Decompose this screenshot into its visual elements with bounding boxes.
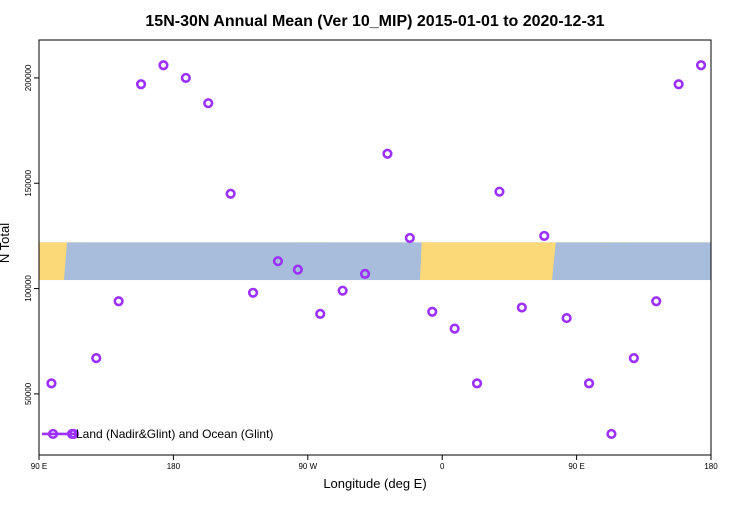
x-tick-label: 180	[704, 462, 718, 471]
data-point	[180, 72, 191, 84]
data-point	[583, 378, 595, 389]
data-point	[494, 186, 505, 197]
x-axis-label: Longitude (deg E)	[323, 476, 426, 491]
land-caribbean	[318, 200, 336, 207]
world-map-band	[39, 200, 711, 281]
plot-frame	[38, 39, 712, 456]
data-points	[46, 60, 707, 440]
data-point	[91, 352, 102, 364]
data-point	[292, 264, 303, 275]
data-point	[359, 268, 371, 279]
data-point	[516, 302, 527, 313]
data-point	[158, 60, 169, 71]
data-point	[382, 148, 393, 159]
data-point	[113, 296, 124, 307]
x-tick-label: 90 E	[31, 462, 47, 471]
x-tick-label: 0	[440, 462, 445, 471]
data-point	[135, 79, 147, 90]
land-asia-west	[39, 242, 88, 281]
data-point	[673, 79, 684, 90]
data-point	[449, 323, 460, 334]
x-tick-label: 180	[167, 462, 181, 471]
data-point	[46, 378, 57, 389]
y-axis-ticks: 50000 100000 150000 200000	[24, 64, 39, 405]
data-point	[225, 188, 236, 199]
data-point	[272, 256, 284, 267]
data-point	[247, 287, 259, 298]
data-point	[539, 230, 550, 242]
data-point	[651, 296, 662, 307]
data-point	[695, 60, 707, 71]
legend: Land (Nadir&Glint) and Ocean (Glint)	[42, 427, 273, 441]
x-tick-label: 90 W	[298, 462, 317, 471]
data-point	[471, 378, 483, 389]
land-africa	[420, 242, 612, 281]
legend-label: Land (Nadir&Glint) and Ocean (Glint)	[76, 427, 273, 441]
chart-title: 15N-30N Annual Mean (Ver 10_MIP) 2015-01…	[145, 13, 604, 30]
data-point	[427, 306, 438, 317]
legend-swatch-marker	[47, 428, 59, 440]
data-point	[628, 352, 639, 364]
data-point	[203, 98, 214, 109]
y-axis-label: N Total	[0, 223, 12, 263]
y-tick-label: 50000	[24, 382, 33, 405]
data-point	[337, 285, 348, 296]
legend-swatch-marker	[66, 428, 78, 440]
ocean-fill	[39, 242, 711, 281]
land-gulf-coast	[292, 242, 330, 243]
land-masses	[39, 200, 711, 281]
data-point	[561, 312, 572, 324]
data-point	[606, 428, 617, 440]
y-tick-label: 200000	[24, 64, 33, 91]
land-mexico	[270, 242, 271, 243]
data-point	[404, 232, 415, 244]
data-point	[315, 308, 326, 319]
x-axis-ticks: 90 E 180 90 W 0 90 E 180	[31, 455, 718, 471]
y-tick-label: 150000	[24, 169, 33, 196]
y-tick-label: 100000	[24, 275, 33, 302]
land-india	[597, 242, 628, 243]
land-asia-east	[620, 242, 711, 243]
x-tick-label: 90 E	[568, 462, 584, 471]
